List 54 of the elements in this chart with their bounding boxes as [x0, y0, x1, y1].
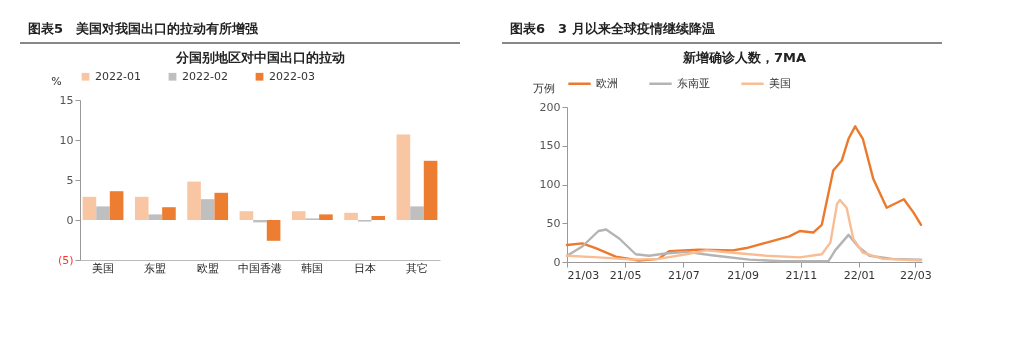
chart-subtitle: 分国别地区对中国出口的拉动 — [174, 50, 345, 65]
x-tick-label: 日本 — [353, 261, 376, 275]
x-tick-label: 中国香港 — [238, 261, 282, 275]
y-tick-label: 5 — [66, 173, 74, 187]
x-tick-label: 韩国 — [301, 261, 324, 275]
x-tick-label: 其它 — [405, 261, 428, 275]
legend-label: 东南亚 — [677, 76, 710, 90]
bar — [344, 212, 358, 220]
y-tick-label: 150 — [539, 139, 561, 153]
bar — [410, 206, 424, 220]
y-tick-label: 100 — [539, 178, 561, 191]
legend-label: 2022-02 — [182, 69, 228, 83]
x-tick-label: 21/05 — [609, 268, 642, 282]
bar — [187, 181, 201, 220]
bar — [371, 216, 386, 220]
y-tick-label: 0 — [553, 255, 561, 269]
x-tick-label: 21/03 — [567, 268, 600, 282]
y-tick-label: 10 — [59, 133, 74, 147]
bar — [423, 160, 438, 220]
chart-title: 图表6 3 月以来全球疫情继续降温 — [502, 18, 942, 44]
bar — [291, 211, 306, 220]
chart-subtitle: 新增确诊人数，7MA — [681, 50, 807, 65]
legend-label: 2022-03 — [269, 69, 315, 83]
y-tick-label: 50 — [546, 216, 561, 230]
x-tick-label: 22/01 — [843, 268, 876, 282]
bar — [266, 220, 281, 241]
y-tick-label: 15 — [59, 93, 74, 107]
y-axis-title: 万例 — [532, 81, 555, 95]
y-tick-label: (5) — [57, 253, 74, 267]
x-tick-label: 21/11 — [785, 268, 818, 282]
legend-label: 2022-01 — [95, 69, 141, 83]
bar — [396, 134, 411, 220]
bar — [319, 214, 333, 220]
legend-label: 美国 — [769, 76, 791, 90]
bar — [239, 211, 254, 220]
y-tick-label: 200 — [539, 100, 561, 114]
y-axis-title: % — [51, 74, 62, 88]
chart-title: 图表5 美国对我国出口的拉动有所增强 — [20, 18, 460, 44]
y-tick-label: 0 — [66, 213, 74, 227]
x-tick-label: 21/07 — [668, 268, 700, 282]
bar — [214, 192, 229, 220]
bar — [82, 196, 97, 220]
x-tick-label: 美国 — [92, 261, 115, 275]
bar — [200, 199, 215, 220]
x-tick-label: 22/03 — [899, 268, 932, 282]
bar — [162, 207, 176, 220]
bar — [134, 196, 149, 220]
x-tick-label: 欧盟 — [196, 261, 219, 275]
x-tick-label: 21/09 — [727, 268, 759, 282]
bar — [109, 191, 124, 220]
bar — [96, 206, 110, 220]
x-tick-label: 东盟 — [144, 261, 167, 275]
legend-label: 欧洲 — [596, 76, 618, 90]
bar — [148, 214, 163, 220]
